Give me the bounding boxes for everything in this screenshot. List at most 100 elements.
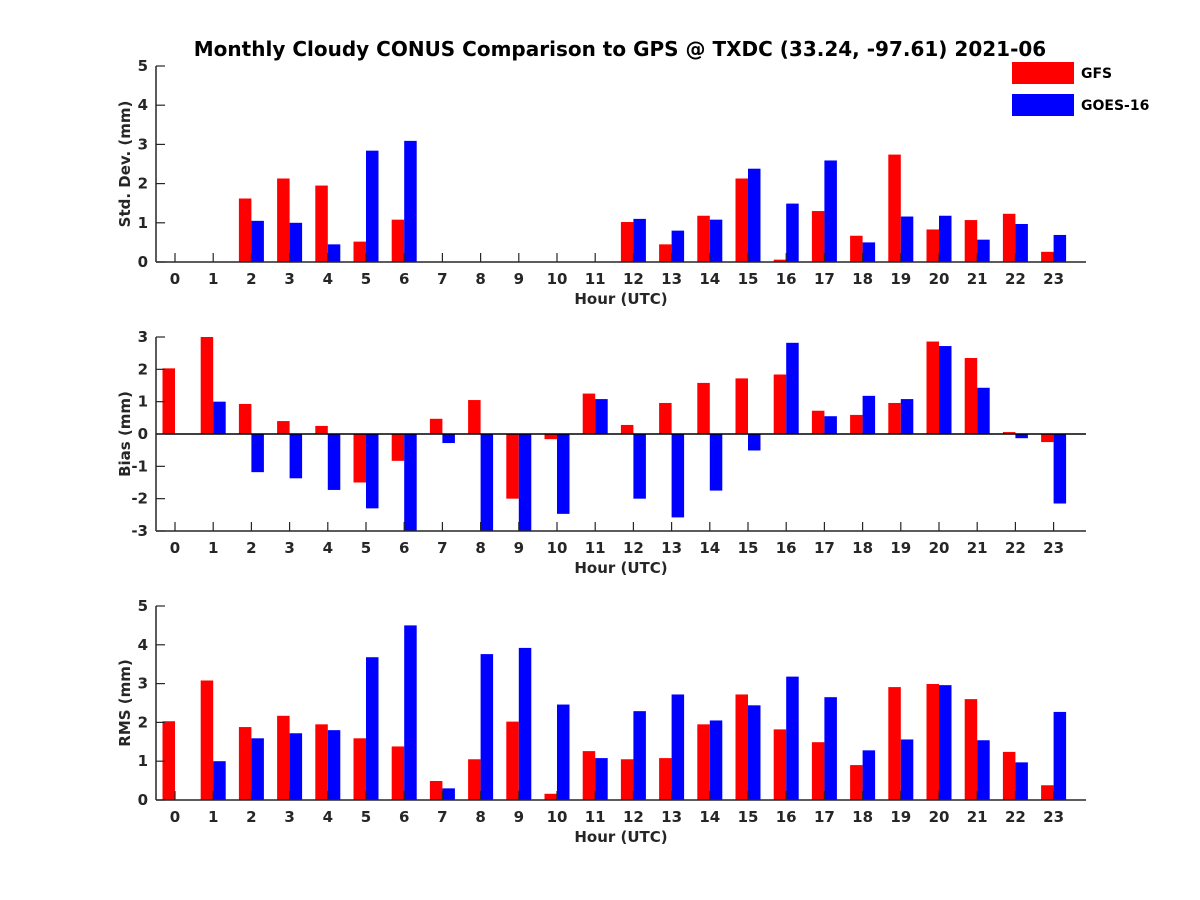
bar-gfs-hour-19: [888, 687, 901, 800]
y-tick-label: -2: [131, 490, 148, 508]
bar-gfs-hour-21: [964, 358, 978, 434]
x-tick-label: 3: [284, 270, 294, 288]
y-tick-label: 2: [138, 713, 148, 731]
panel-1: 0 1 2 3 4 5 6 7 8 9 10 11 12 13 14 15 16 17 18 19 20 21 22 2301…: [116, 57, 1086, 308]
bar-gfs-hour-19: [888, 154, 901, 262]
bar-gfs-hour-20: [926, 341, 939, 434]
bar-gfs-hour-0: [162, 368, 175, 434]
x-tick-label: 4: [323, 539, 333, 557]
bar-gfs-hour-17: [811, 410, 825, 434]
bar-gfs-hour-7: [429, 780, 443, 800]
x-tick-label: 20: [929, 808, 950, 826]
bar-gfs-hour-15: [735, 694, 748, 800]
legend-label-gfs: GFS: [1081, 66, 1112, 82]
panel-2: 0 1 2 3 4 5 6 7 8 9 10 11 12 13 14 15 16 17 18 19 20 21 22 23-3…: [116, 328, 1086, 577]
x-tick-label: 15: [738, 270, 759, 288]
y-tick-label: 0: [138, 791, 148, 809]
bar-goes-16-hour-12: [633, 711, 646, 800]
x-tick-label: 17: [814, 539, 835, 557]
bar-gfs-hour-11: [582, 393, 596, 434]
bar-gfs-hour-5: [353, 241, 366, 262]
legend-swatch-goes-16: [1012, 94, 1074, 116]
bar-goes-16-hour-21: [977, 239, 990, 262]
x-tick-label: 10: [547, 808, 568, 826]
bar-gfs-hour-4: [315, 185, 328, 262]
y-tick-label: 2: [138, 360, 148, 378]
x-tick-label: 19: [890, 808, 911, 826]
bar-goes-16-hour-20: [939, 685, 952, 800]
x-tick-label: 5: [361, 270, 371, 288]
bar-goes-16-hour-11: [595, 758, 608, 800]
bar-goes-16-hour-3: [289, 434, 303, 479]
bar-gfs-hour-20: [926, 683, 939, 800]
bar-gfs-hour-17: [811, 211, 825, 262]
bar-goes-16-hour-17: [824, 416, 837, 434]
bar-gfs-hour-13: [659, 758, 672, 800]
x-axis-label: Hour (UTC): [574, 828, 667, 846]
bar-goes-16-hour-6: [404, 625, 417, 800]
bar-gfs-hour-18: [850, 765, 863, 800]
bar-goes-16-hour-19: [900, 216, 914, 262]
x-tick-label: 14: [699, 808, 720, 826]
x-tick-label: 5: [361, 808, 371, 826]
bar-goes-16-hour-21: [977, 740, 990, 800]
y-tick-label: 5: [138, 57, 148, 75]
x-tick-label: 19: [890, 539, 911, 557]
bar-goes-16-hour-10: [557, 434, 570, 514]
x-tick-label: 4: [323, 270, 333, 288]
bar-goes-16-hour-2: [251, 738, 264, 800]
x-tick-label: 22: [1005, 808, 1026, 826]
bar-goes-16-hour-16: [786, 342, 799, 434]
bar-goes-16-hour-13: [671, 434, 685, 518]
chart-title: Monthly Cloudy CONUS Comparison to GPS @…: [194, 37, 1046, 61]
y-tick-label: 3: [138, 675, 148, 693]
bar-goes-16-hour-6: [404, 434, 417, 531]
x-tick-label: 11: [585, 808, 606, 826]
bar-goes-16-hour-16: [786, 203, 799, 262]
bar-gfs-hour-6: [391, 219, 405, 262]
legend: GFS GOES-16: [1012, 62, 1149, 116]
bar-goes-16-hour-6: [404, 140, 417, 262]
x-tick-label: 18: [852, 539, 873, 557]
bar-gfs-hour-14: [697, 724, 710, 800]
bar-gfs-hour-13: [659, 244, 672, 262]
x-tick-label: 17: [814, 270, 835, 288]
bar-gfs-hour-21: [964, 220, 978, 262]
bar-goes-16-hour-13: [671, 694, 685, 800]
bar-gfs-hour-23: [1041, 785, 1054, 800]
bar-gfs-hour-3: [277, 421, 290, 434]
bar-goes-16-hour-15: [748, 168, 761, 262]
bar-gfs-hour-2: [238, 198, 252, 262]
bar-gfs-hour-7: [429, 418, 443, 434]
x-tick-label: 20: [929, 270, 950, 288]
bar-gfs-hour-18: [850, 414, 863, 434]
x-tick-label: 18: [852, 808, 873, 826]
bar-gfs-hour-5: [353, 738, 366, 800]
bar-goes-16-hour-14: [709, 434, 723, 491]
y-axis-label: Bias (mm): [116, 391, 134, 477]
bar-goes-16-hour-1: [213, 401, 226, 434]
bar-gfs-hour-22: [1002, 213, 1016, 262]
x-tick-label: 13: [661, 808, 682, 826]
x-tick-label: 4: [323, 808, 333, 826]
bar-gfs-hour-12: [620, 424, 634, 434]
bar-goes-16-hour-22: [1015, 762, 1028, 800]
bar-gfs-hour-8: [468, 759, 481, 800]
bar-goes-16-hour-23: [1053, 711, 1067, 800]
bar-goes-16-hour-19: [900, 739, 914, 800]
y-tick-label: 2: [138, 175, 148, 193]
bar-goes-16-hour-22: [1015, 434, 1028, 439]
bar-gfs-hour-6: [391, 746, 405, 800]
bar-gfs-hour-4: [315, 724, 328, 800]
x-tick-label: 9: [514, 539, 524, 557]
bar-gfs-hour-18: [850, 235, 863, 262]
x-tick-label: 17: [814, 808, 835, 826]
x-tick-label: 15: [738, 808, 759, 826]
y-tick-label: 0: [138, 425, 148, 443]
x-tick-label: 0: [170, 270, 180, 288]
bar-gfs-hour-22: [1002, 751, 1016, 800]
bar-gfs-hour-2: [238, 727, 252, 800]
x-tick-label: 7: [437, 270, 447, 288]
bar-gfs-hour-9: [506, 434, 519, 499]
bar-goes-16-hour-7: [442, 788, 455, 800]
